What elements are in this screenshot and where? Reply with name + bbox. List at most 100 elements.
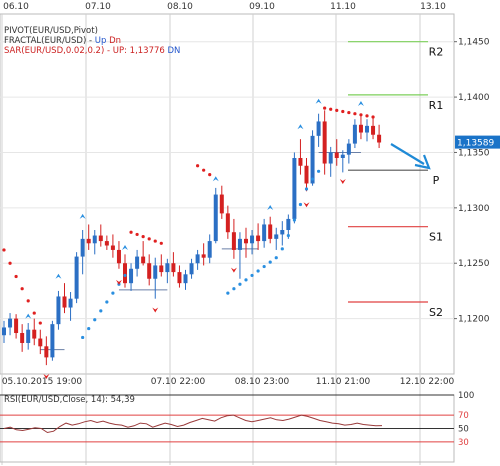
sar-up-dot [232,287,236,291]
sar-up-dot [304,187,309,191]
sar-down-dot [353,112,357,116]
candle-body [189,263,194,275]
fractal-up-marker [79,213,86,219]
candle-body [237,238,242,250]
candle-body [147,263,152,279]
candle-body [159,265,164,273]
candle-body [292,158,297,219]
sar-up-dot [105,300,109,304]
pivot-label-p: P [433,174,440,187]
sar-down-dot [341,109,345,114]
candle-body [340,154,345,158]
candle-body [250,235,255,244]
rsi-panel: 100 70 50 30 RSI(EUR/USD,Close, 14): 54,39 [0,391,474,463]
price-axis: 1,1450 1,1400 1,1350 1,1300 1,1250 1,1200 1,13… [454,38,500,325]
sar-down-dot [129,230,133,234]
sar-up-dot [250,273,254,278]
sar-up-dot [292,218,296,222]
candle-body [256,235,261,242]
candle-body [268,224,273,239]
candle-body [183,274,188,284]
candle-body [56,296,61,325]
top-axis-tick-label: 08.10 [167,2,193,12]
rsi-title: RSI(EUR/USD,Close, 14): 54,39 [4,395,135,405]
candle-body [123,263,127,284]
sar-down-dot [32,311,36,315]
sar-down-dot [14,274,18,279]
candle-body [225,213,230,233]
candle-body [207,241,212,258]
sar-down-dot [323,106,327,110]
candle-body [316,121,321,136]
candle-body [44,346,49,358]
candle-body [141,256,146,264]
sar-down-dot [365,114,369,118]
sar-down-dot [26,299,30,303]
legend-text: FRACTAL(EUR/USD) - [4,36,95,46]
sar-down-dot [38,321,42,325]
sar-down-dot [329,107,333,111]
price-axis-tick-label: 1,1400 [458,93,490,103]
candle-body [74,256,79,299]
sar-up-dot [317,169,321,173]
fractal-up-marker [122,244,128,250]
arrow-shaft [390,143,425,165]
pivot-label-s1: S1 [429,231,443,244]
sar-down-dot [335,108,339,112]
legend-text: PIVOT(EUR/USD,Pivot) [4,26,98,36]
fractal-down-marker [303,202,310,208]
top-axis-tick-label: 07.10 [85,2,111,12]
price-axis-tick-label: 1,1200 [458,315,490,325]
fractal-up-marker [25,313,32,319]
price-axis-tick-label: 1,1350 [458,148,490,158]
candle-body [213,194,218,242]
bottom-axis-tick-label: 12.10 22:00 [400,377,455,387]
legend-text: Dn [106,36,121,46]
candle-body [304,165,309,184]
sar-down-dot [8,261,12,265]
bottom-time-axis: 05.10.2015 19:00 07.10 22:00 08.10 23:00 11… [2,377,455,387]
candle-body [231,232,236,250]
fractal-up-marker [297,124,304,130]
rsi-level-label: 70 [458,411,469,421]
sar-down-dot [159,241,163,245]
candle-body [98,235,103,242]
sar-down-dot [202,168,206,172]
sar-down-dot [147,237,151,241]
fractal-down-marker [339,179,346,185]
legend-row: SAR(EUR/USD,0.02,0.2) - UP: 1,13776 DN [4,46,180,56]
sar-up-dot [280,247,284,251]
sar-up-dot [256,269,260,273]
sar-down-dot [347,110,351,115]
bottom-axis-tick-label: 07.10 22:00 [151,377,206,387]
fractal-down-marker [43,374,50,379]
sar-up-dot [268,260,272,264]
sar-up-dot [226,291,230,295]
rsi-line [3,414,383,434]
price-panel-frame [0,13,455,375]
legend-row: FRACTAL(EUR/USD) - Up Dn [4,36,121,46]
fractal-up-marker [212,176,219,182]
sar-up-dot [310,177,315,181]
candle-body [153,265,158,279]
indicator-legend: PIVOT(EUR/USD,Pivot)FRACTAL(EUR/USD) - U… [4,26,180,56]
candle-body [219,194,224,214]
sar-up-dot [99,309,103,313]
candle-body [334,152,339,158]
candle-body [110,245,115,250]
top-axis-tick-label: 11.10 [330,2,356,12]
candle-body [371,125,376,135]
candle-body [274,234,279,239]
top-axis-tick-label: 09.10 [249,2,275,12]
fractal-down-marker [115,279,122,285]
top-axis-tick-label: 06.10 [3,2,29,12]
candle-body [352,124,357,144]
sar-down-dot [135,232,139,237]
sar-down-dot [359,113,363,117]
candle-body [116,249,121,264]
fractal-up-marker [357,100,364,106]
candle-body [80,238,85,257]
bottom-axis-tick-label: 11.10 21:00 [316,377,371,387]
top-axis-tick-label: 13.10 [420,2,446,12]
